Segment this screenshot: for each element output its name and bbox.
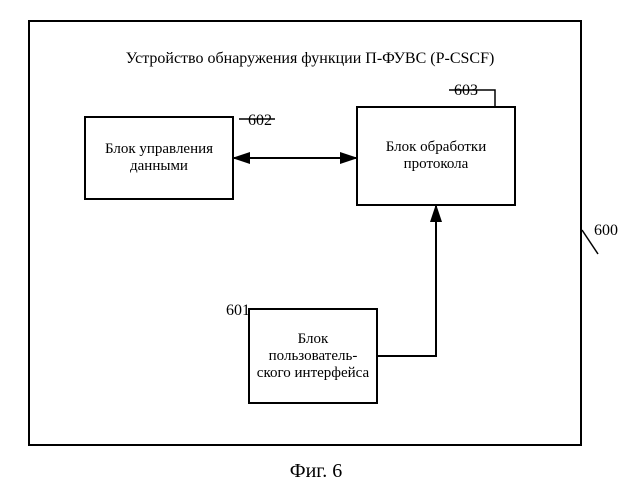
- figure-caption: Фиг. 6: [0, 460, 632, 483]
- block-user-interface-label: Блок пользователь-ского интерфейса: [254, 331, 372, 382]
- ref-label-602: 602: [248, 112, 272, 130]
- ref-label-600: 600: [594, 222, 618, 240]
- block-protocol-processing-label: Блок обработки протокола: [362, 139, 510, 173]
- block-data-management: Блок управления данными: [84, 116, 234, 200]
- block-user-interface: Блок пользователь-ского интерфейса: [248, 308, 378, 404]
- diagram-title: Устройство обнаружения функции П-ФУВС (P…: [110, 50, 510, 68]
- ref-label-603: 603: [454, 82, 478, 100]
- ref-label-601: 601: [226, 302, 250, 320]
- block-protocol-processing: Блок обработки протокола: [356, 106, 516, 206]
- block-data-management-label: Блок управления данными: [90, 141, 228, 175]
